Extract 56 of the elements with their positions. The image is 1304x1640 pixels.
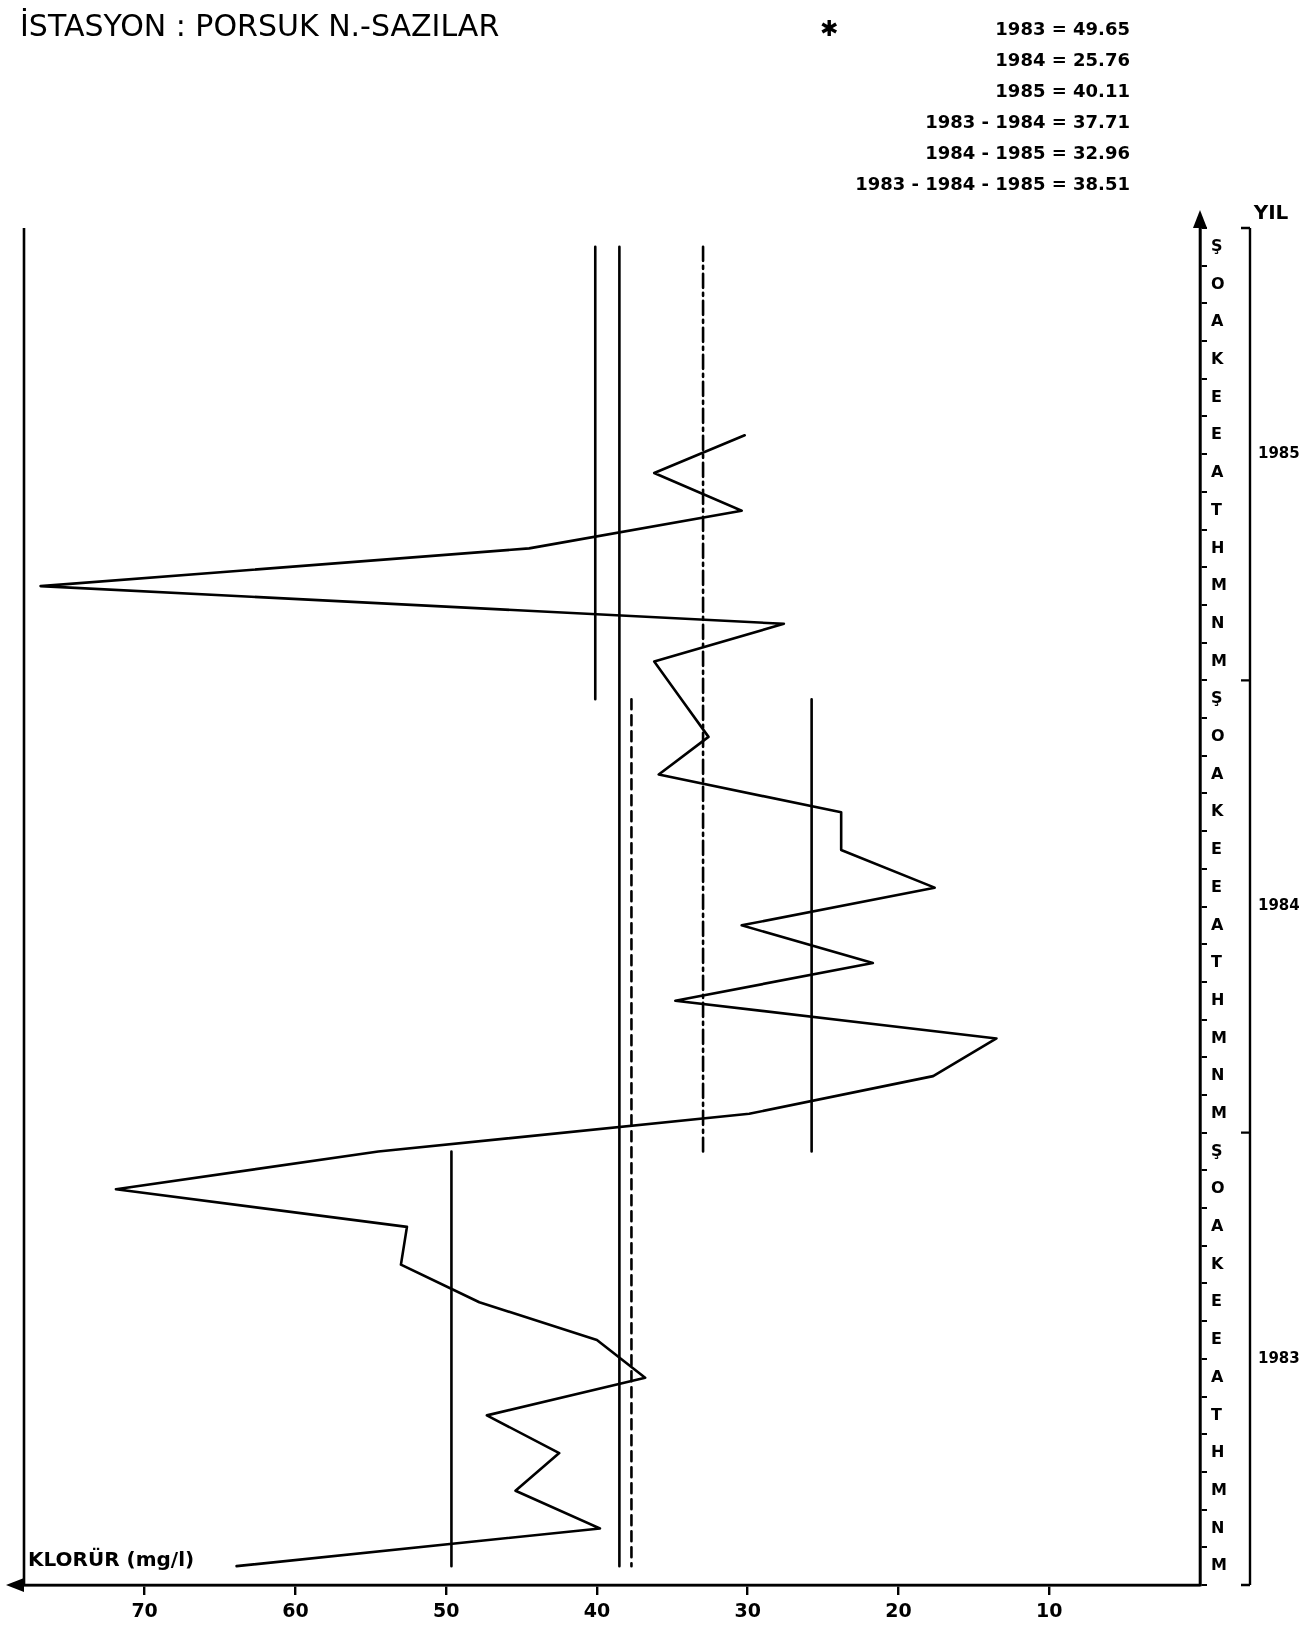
x-tick-label: 60 [282, 1599, 309, 1622]
y2-axis-title: YIL [1252, 200, 1289, 225]
x-tick-label: 70 [131, 1599, 158, 1622]
y-tick-label: E [1211, 1329, 1222, 1349]
y2-tick-label: 1983 [1258, 1348, 1300, 1367]
y-tick-label: M [1211, 575, 1227, 595]
y-tick-label: M [1211, 1102, 1227, 1122]
y-tick-label: A [1211, 914, 1224, 934]
y-tick-label: O [1211, 1178, 1225, 1198]
y-tick-label: A [1211, 1216, 1224, 1236]
x-tick-label: 10 [1036, 1599, 1063, 1622]
y-tick-label: E [1211, 386, 1222, 406]
y-tick-label: A [1211, 763, 1224, 783]
y-tick-label: M [1211, 1555, 1227, 1575]
y-tick-label: T [1211, 1404, 1222, 1424]
x-tick-label: 40 [583, 1599, 611, 1622]
x-tick-label: 30 [734, 1599, 761, 1622]
text: ✱ [820, 15, 839, 41]
x-tick-label: 50 [432, 1599, 460, 1622]
y-tick-label: K [1211, 801, 1224, 821]
text: 1983 - 1984 = 37.71 [925, 110, 1130, 132]
y-tick-label: N [1211, 1065, 1225, 1085]
x-tick-label: 20 [885, 1599, 912, 1622]
y-tick-label: T [1211, 952, 1222, 972]
y-tick-label: K [1211, 1253, 1224, 1273]
y-tick-label: M [1211, 1479, 1227, 1499]
y-tick-label: E [1211, 876, 1222, 896]
y-tick-label: A [1211, 1366, 1224, 1386]
y-tick-label: Ş [1211, 236, 1223, 255]
y-tick-label: E [1211, 1291, 1222, 1311]
y-tick-label: Ş [1211, 1140, 1223, 1160]
y-tick-label: O [1211, 273, 1225, 293]
text: 1983 = 49.65 [995, 17, 1130, 39]
y2-tick-label: 1985 [1258, 444, 1300, 463]
x-axis-title: KLORÜR (mg/l) [28, 1547, 195, 1572]
y-tick-label: A [1211, 311, 1224, 331]
text: 1985 = 40.11 [995, 79, 1130, 101]
y-tick-label: M [1211, 1027, 1227, 1047]
y-tick-label: H [1211, 989, 1225, 1009]
y-tick-label: H [1211, 1442, 1225, 1462]
y-tick-label: T [1211, 499, 1222, 519]
y-tick-label: A [1211, 462, 1224, 482]
y-tick-label: K [1211, 349, 1224, 369]
text: 1984 - 1985 = 32.96 [925, 141, 1130, 163]
y-tick-label: M [1211, 650, 1227, 670]
y-tick-label: E [1211, 424, 1222, 444]
y-tick-label: Ş [1211, 688, 1223, 708]
text: 1983 - 1984 - 1985 = 38.51 [855, 172, 1130, 194]
chart-title: İSTASYON : PORSUK N.-SAZILAR [20, 7, 500, 43]
y-tick-label: O [1211, 726, 1225, 746]
y-tick-label: H [1211, 537, 1225, 557]
y-tick-label: N [1211, 612, 1225, 632]
text: 1984 = 25.76 [995, 48, 1130, 70]
y2-tick-label: 1984 [1258, 896, 1300, 915]
y-tick-label: N [1211, 1517, 1225, 1537]
y-tick-label: E [1211, 839, 1222, 859]
